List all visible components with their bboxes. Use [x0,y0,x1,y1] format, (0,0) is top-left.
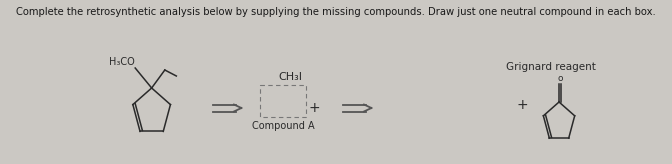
Text: Compound A: Compound A [252,121,314,131]
Text: Complete the retrosynthetic analysis below by supplying the missing compounds. D: Complete the retrosynthetic analysis bel… [16,7,656,17]
Text: +: + [309,101,321,115]
Text: +: + [516,98,528,112]
Text: CH₃I: CH₃I [278,72,302,82]
Text: Grignard reagent: Grignard reagent [506,62,596,72]
Text: o: o [557,74,562,83]
Text: H₃CO: H₃CO [109,57,134,67]
